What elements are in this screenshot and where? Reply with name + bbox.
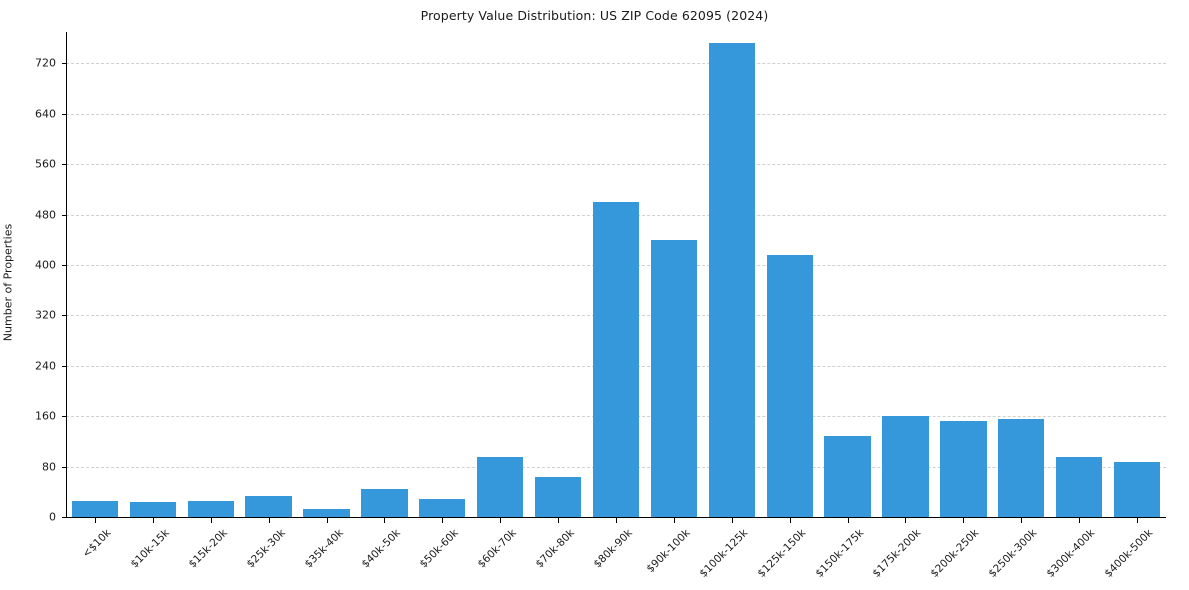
x-tick-mark: [210, 518, 212, 523]
bar[interactable]: [708, 43, 755, 517]
y-tick-label: 160: [35, 409, 56, 423]
x-tick-mark: [268, 518, 270, 523]
y-tick-mark: [62, 315, 66, 317]
bar[interactable]: [129, 501, 176, 517]
x-axis-line: [66, 517, 1166, 518]
x-axis-ticks: <$10k $10k-15k $15k-20k $25k-30k $35k-40k $40…: [66, 518, 1166, 590]
x-tick-label: $250k-300k: [986, 527, 1040, 580]
x-tick-mark: [1079, 518, 1081, 523]
x-tick-mark: [500, 518, 502, 523]
x-tick-mark: [384, 518, 386, 523]
x-tick-label: $15k-20k: [186, 527, 230, 571]
bar[interactable]: [650, 239, 698, 517]
bar[interactable]: [824, 436, 871, 517]
y-tick-label: 240: [35, 359, 56, 373]
x-tick-mark: [94, 518, 96, 523]
x-tick-label: $90k-100k: [644, 527, 693, 576]
y-tick-mark: [62, 164, 66, 166]
bar[interactable]: [71, 501, 119, 517]
x-tick-label: $200k-250k: [928, 527, 982, 580]
bar[interactable]: [940, 421, 987, 517]
x-tick-label: <$10k: [80, 527, 114, 561]
x-tick-label: $100k-125k: [697, 527, 750, 580]
x-tick-mark: [1021, 518, 1023, 523]
bar[interactable]: [245, 496, 292, 517]
bar[interactable]: [477, 456, 524, 517]
bar[interactable]: [1113, 461, 1161, 517]
y-tick-label: 320: [35, 308, 56, 322]
bar[interactable]: [187, 501, 234, 517]
gridline: [66, 113, 1166, 115]
y-tick-mark: [62, 517, 66, 518]
bar[interactable]: [361, 489, 408, 517]
x-tick-label: $35k-40k: [301, 527, 346, 571]
y-tick-mark: [62, 466, 66, 468]
x-tick-mark: [731, 518, 733, 523]
x-tick-label: $50k-60k: [417, 527, 462, 571]
y-tick-label: 80: [42, 460, 56, 474]
y-axis-ticks: 0 80 160 240 320 400 480 560 640 720: [0, 32, 66, 524]
y-tick-label: 480: [35, 208, 56, 222]
x-tick-mark: [963, 518, 965, 523]
bar[interactable]: [1056, 456, 1103, 517]
x-tick-label: $80k-90k: [591, 527, 635, 571]
x-tick-mark: [673, 518, 675, 523]
x-tick-label: $175k-200k: [870, 527, 924, 580]
x-tick-label: $40k-50k: [359, 527, 404, 571]
y-tick-mark: [62, 265, 66, 267]
y-tick-label: 640: [35, 107, 56, 121]
bar[interactable]: [534, 476, 582, 517]
x-tick-mark: [616, 518, 617, 523]
x-tick-label: $25k-30k: [244, 527, 288, 571]
bar[interactable]: [419, 499, 466, 517]
y-tick-mark: [62, 214, 66, 216]
chart-title: Property Value Distribution: US ZIP Code…: [420, 8, 769, 23]
y-tick-mark: [62, 63, 66, 65]
x-tick-label: $70k-80k: [533, 527, 577, 571]
gridline: [66, 164, 1166, 166]
bar[interactable]: [592, 202, 640, 517]
y-tick-label: 560: [35, 157, 56, 171]
x-tick-label: $10k-15k: [128, 527, 172, 571]
y-tick-mark: [62, 416, 66, 418]
x-tick-label: $125k-150k: [755, 527, 808, 580]
x-tick-mark: [1137, 518, 1139, 523]
x-tick-label: $400k-500k: [1102, 527, 1156, 580]
bar[interactable]: [766, 254, 813, 517]
x-tick-mark: [442, 518, 444, 523]
x-tick-mark: [152, 518, 154, 523]
bar[interactable]: [303, 509, 350, 517]
y-tick-label: 720: [35, 56, 56, 70]
bar[interactable]: [882, 416, 929, 517]
x-tick-mark: [558, 518, 560, 523]
x-tick-mark: [789, 518, 791, 523]
y-tick-label: 0: [49, 510, 56, 524]
y-tick-mark: [62, 113, 66, 115]
y-tick-label: 400: [35, 258, 56, 272]
bar[interactable]: [998, 419, 1045, 517]
x-tick-mark: [905, 518, 907, 523]
x-tick-mark: [326, 518, 328, 523]
x-tick-mark: [847, 518, 849, 523]
x-tick-label: $60k-70k: [475, 527, 520, 571]
y-axis-line: [66, 32, 67, 518]
gridline: [66, 63, 1166, 65]
y-tick-mark: [62, 365, 66, 367]
plot-area: [66, 32, 1166, 517]
x-tick-label: $300k-400k: [1044, 527, 1098, 580]
x-tick-label: $150k-175k: [812, 527, 866, 580]
